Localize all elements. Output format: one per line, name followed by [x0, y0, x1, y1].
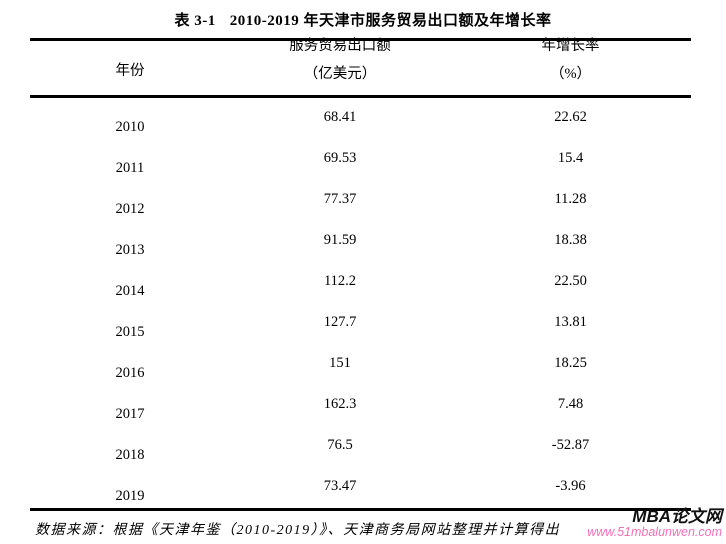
- table-bottom-rule: [30, 508, 691, 512]
- watermark-url: www.51mbalunwen.com: [587, 524, 722, 539]
- table-title-label: 表 3-1: [174, 13, 216, 29]
- year-cell: 2010: [115, 118, 145, 135]
- year-cell: 2014: [115, 282, 145, 299]
- export-value-cell: 127.7: [323, 313, 357, 330]
- table-row: 2013 91.59 18.38: [30, 221, 691, 262]
- column-header-export: 服务贸易出口额 （亿美元）: [230, 39, 450, 82]
- table-body: 2010 68.41 22.62 2011 69.53 15.4 2012 77.37 11.2…: [30, 98, 691, 509]
- data-table: 年份 服务贸易出口额 （亿美元） 年增长率 （%） 2010 68.41 22.62…: [30, 38, 691, 512]
- source-note: 数据来源：根据《天津年鉴（2010-2019）》、天津商务局网站整理并计算得出: [35, 523, 561, 538]
- year-cell: 2012: [115, 200, 145, 217]
- growth-value-cell: 15.4: [557, 149, 584, 166]
- table-row: 2015 127.7 13.81: [30, 303, 691, 344]
- year-cell: 2013: [115, 241, 145, 258]
- year-cell: 2019: [115, 488, 145, 505]
- growth-value-cell: 22.62: [554, 108, 587, 125]
- table-row: 2010 68.41 22.62: [30, 98, 691, 139]
- export-value-cell: 151: [329, 355, 351, 372]
- export-value-cell: 112.2: [323, 272, 357, 289]
- export-value-cell: 162.3: [323, 396, 357, 413]
- export-value-cell: 91.59: [323, 231, 357, 248]
- year-cell: 2016: [115, 365, 145, 382]
- growth-value-cell: 22.50: [554, 272, 587, 289]
- export-value-cell: 73.47: [323, 478, 357, 495]
- table-row: 2019 73.47 -3.96: [30, 467, 691, 508]
- column-header-growth-title: 年增长率: [541, 38, 600, 54]
- column-header-year: 年份: [115, 62, 145, 79]
- growth-value-cell: -52.87: [551, 437, 590, 454]
- growth-value-cell: 7.48: [557, 396, 584, 413]
- watermark: MBA论文网 www.51mbalunwen.com: [587, 508, 722, 539]
- table-title: 表 3-1 2010-2019 年天津市服务贸易出口额及年增长率: [0, 9, 726, 30]
- growth-value-cell: -3.96: [555, 478, 586, 495]
- year-cell: 2017: [115, 406, 145, 423]
- column-header-growth: 年增长率 （%）: [450, 39, 691, 82]
- export-value-cell: 68.41: [323, 108, 357, 125]
- table-title-text: 2010-2019 年天津市服务贸易出口额及年增长率: [229, 13, 552, 29]
- table-row: 2012 77.37 11.28: [30, 180, 691, 221]
- export-value-cell: 76.5: [327, 437, 353, 454]
- watermark-brand: MBA论文网: [632, 507, 722, 526]
- column-header-export-unit: （亿美元）: [303, 65, 377, 82]
- column-header-export-title: 服务贸易出口额: [289, 38, 391, 54]
- growth-value-cell: 13.81: [554, 313, 587, 330]
- table-top-rule: [30, 38, 691, 41]
- growth-value-cell: 18.25: [554, 355, 587, 372]
- table-row: 2017 162.3 7.48: [30, 385, 691, 426]
- year-cell: 2015: [115, 323, 145, 340]
- table-row: 2011 69.53 15.4: [30, 139, 691, 180]
- year-cell: 2011: [115, 159, 145, 176]
- table-header-row: 年份 服务贸易出口额 （亿美元） 年增长率 （%）: [30, 39, 691, 95]
- year-cell: 2018: [115, 447, 145, 464]
- growth-value-cell: 18.38: [554, 231, 587, 248]
- export-value-cell: 69.53: [323, 149, 357, 166]
- export-value-cell: 77.37: [323, 190, 357, 207]
- table-row: 2014 112.2 22.50: [30, 262, 691, 303]
- table-row: 2016 151 18.25: [30, 344, 691, 385]
- table-row: 2018 76.5 -52.87: [30, 426, 691, 467]
- column-header-growth-unit: （%）: [549, 65, 592, 82]
- table-header-rule: [30, 95, 691, 98]
- growth-value-cell: 11.28: [554, 190, 587, 207]
